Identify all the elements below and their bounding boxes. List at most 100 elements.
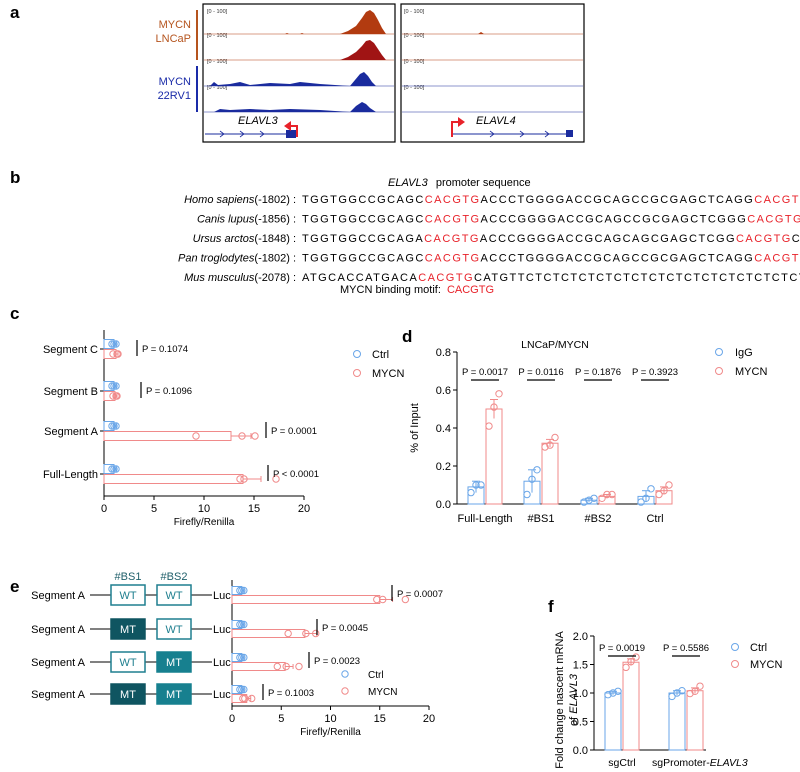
y-tick-label: 0.4 — [436, 423, 451, 435]
bs1-label: #BS1 — [115, 571, 142, 583]
data-point — [238, 653, 246, 662]
lncap-peak-1 — [340, 10, 386, 34]
data-point — [585, 496, 593, 504]
species-label: Pan troglodytes(-1802) : — [178, 253, 296, 265]
motif-match: CACGTG — [754, 253, 800, 265]
track-range-r4: [0 - 100] — [404, 85, 425, 91]
data-point — [533, 466, 541, 474]
sequence-segment: TGGTGGCCGCAGA — [302, 233, 424, 245]
data-point — [660, 487, 668, 495]
legend-ctrl-label: Ctrl — [750, 642, 767, 654]
data-point — [109, 392, 117, 400]
x-tick-label: 10 — [198, 503, 210, 515]
data-point — [284, 629, 292, 638]
p-value: P < 0.0001 — [273, 469, 319, 480]
y-tick-label: 0.5 — [573, 717, 588, 729]
y-tick-label: 0.2 — [436, 461, 451, 473]
data-point — [192, 432, 200, 440]
data-point — [655, 490, 663, 499]
species-name: Ursus arctos — [193, 233, 255, 245]
x-tick-label: 10 — [324, 713, 336, 725]
data-point — [477, 481, 485, 489]
wildtype-site-box — [156, 618, 192, 640]
data-point — [113, 392, 121, 400]
species-name: Canis lupus — [197, 214, 255, 226]
data-point — [108, 422, 116, 430]
data-point — [490, 403, 498, 411]
track-range-r2: [0 - 100] — [404, 33, 425, 39]
category-label: Ctrl — [646, 513, 663, 525]
sequence-segment: TGGTGGCCGCAGC — [302, 194, 425, 206]
motif-legend-value: CACGTG — [447, 284, 494, 296]
data-point — [608, 490, 616, 499]
data-point — [112, 422, 120, 430]
segment-label: Segment A — [31, 689, 85, 701]
panel-b: b ELAVL3 promoter sequence Homo sapiens(… — [10, 168, 800, 296]
category-label: Segment C — [43, 344, 98, 356]
panel-letter-a: a — [10, 3, 20, 22]
sequence-segment: ATGCACCATGACA — [302, 272, 418, 284]
data-point — [603, 490, 611, 499]
data-point — [614, 687, 622, 695]
mutant-site-box — [156, 651, 192, 673]
data-point — [236, 586, 244, 595]
legend-ctrl-marker — [341, 670, 349, 678]
data-point — [523, 490, 531, 499]
panel-letter-f: f — [548, 597, 554, 616]
data-point — [627, 657, 635, 666]
elavl3-gene-label: ELAVL3 — [238, 115, 279, 127]
bar-mycn — [231, 629, 306, 638]
sequence-header-gene: ELAVL3 — [388, 177, 429, 189]
data-point — [114, 350, 122, 358]
bar-mycn — [541, 442, 559, 505]
p-value: P = 0.1003 — [268, 688, 314, 699]
sequence-row: TGGTGGCCGCAGC CACGTGACCCTGGGGACCGCAGCCGCG… — [302, 194, 800, 206]
bs2-label: #BS2 — [161, 571, 188, 583]
motif-match: CACGTG — [754, 194, 800, 206]
mutant-site-box — [156, 683, 192, 705]
track-range-3: [0 - 100] — [207, 59, 228, 65]
bar-mycn — [622, 661, 640, 751]
legend-ctrl-marker — [731, 643, 739, 651]
panel-letter-e: e — [10, 577, 19, 596]
22rv1-peak-1 — [210, 72, 376, 86]
segment-label: Segment A — [31, 590, 85, 602]
data-point — [282, 662, 290, 671]
panel-f: f Fold change nascent mRNA of ELAVL3 sgP… — [548, 597, 782, 769]
category-label: sgCtrl — [608, 757, 635, 769]
22rv1-peak-2 — [214, 102, 376, 112]
data-point — [110, 422, 118, 430]
panel-f-cat2-gene: ELAVL3 — [710, 757, 748, 769]
data-point — [236, 653, 244, 662]
wildtype-site-box — [156, 584, 192, 606]
segment-label: Segment A — [31, 657, 85, 669]
p-value: P = 0.0007 — [397, 589, 443, 600]
legend-mycn-label: MYCN — [750, 659, 782, 671]
data-point — [112, 382, 120, 390]
tss-arrow-right — [451, 121, 459, 137]
data-point — [604, 691, 612, 699]
sequence-segment: ACCCTGGGGACCGCAGCCGCGAGCTCAGG — [481, 253, 755, 265]
track-range-4: [0 - 100] — [207, 85, 228, 91]
data-point — [637, 498, 645, 506]
track-range-2: [0 - 100] — [207, 33, 228, 39]
data-point — [590, 494, 598, 502]
motif-legend: MYCN binding motif: CACGTG — [340, 284, 494, 296]
data-point — [238, 432, 246, 440]
luc-label: Luc — [213, 590, 231, 602]
x-tick-label: 0 — [229, 713, 235, 725]
panel-d: d LNCaP/MYCN 0.0 0.2 0.4 0.6 0.8 % of Input Fu… — [402, 327, 767, 525]
data-point — [240, 620, 248, 629]
sequence-row: TGGTGGCCGCAGCCACGTGACCCTGGGGACCGCAGCCGCG… — [302, 253, 800, 265]
sequence-segment: TGGTGGCCGCAGC — [302, 214, 425, 226]
y-tick-label: 1.5 — [573, 660, 588, 672]
p-value: P = 0.0019 — [599, 643, 645, 654]
x-axis-label: Firefly/Renilla — [174, 517, 235, 528]
legend-igg-label: IgG — [735, 347, 753, 359]
data-point — [240, 685, 248, 694]
data-point — [240, 653, 248, 662]
data-point — [108, 382, 116, 390]
site-label: WT — [165, 590, 182, 602]
sequence-segment: ACCCTGGGGACCGCAGCCGCGAGCTCAGG — [481, 194, 755, 206]
